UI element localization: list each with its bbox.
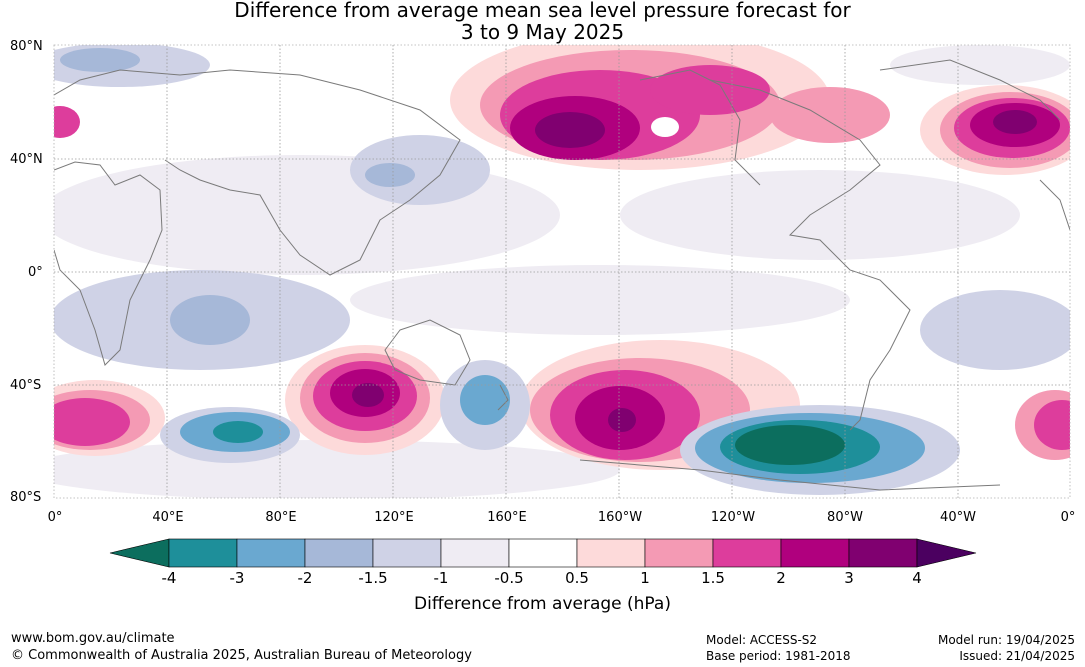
- colorbar-tick: -0.5: [494, 569, 524, 587]
- colorbar-title: Difference from average (hPa): [414, 594, 671, 614]
- graticule: [54, 45, 1070, 498]
- footer-model-info: Model: ACCESS-S2 Base period: 1981-2018: [706, 632, 851, 664]
- lat-label-40n: 40°N: [10, 152, 43, 167]
- lon-label-80e: 80°E: [265, 510, 297, 525]
- pressure-field: [54, 45, 1070, 498]
- lon-label-80w: 80°W: [827, 510, 863, 525]
- colorbar-tick: 0.5: [565, 569, 589, 587]
- lon-label-0: 0°: [47, 510, 63, 525]
- colorbar-tick: 1: [640, 569, 650, 587]
- lon-label-120e: 120°E: [374, 510, 414, 525]
- footer-model: Model: ACCESS-S2: [706, 633, 818, 647]
- colorbar-tick: 1.5: [701, 569, 725, 587]
- map-title-line-1: Difference from average mean sea level p…: [234, 0, 851, 22]
- footer-dates: Model run: 19/04/2025 Issued: 21/04/2025: [938, 632, 1075, 664]
- coastline-icon: [54, 59, 1070, 491]
- lat-label-40s: 40°S: [10, 378, 42, 393]
- colorbar-tick: 4: [912, 569, 922, 587]
- lat-label-80s: 80°S: [10, 490, 42, 505]
- colorbar-tick: -4: [161, 569, 177, 587]
- map-title-line-2: 3 to 9 May 2025: [460, 20, 625, 44]
- footer-base-period: Base period: 1981-2018: [706, 649, 851, 663]
- lon-label-160w: 160°W: [597, 510, 643, 525]
- lat-label-0: 0°: [28, 265, 43, 280]
- lon-label-40e: 40°E: [152, 510, 184, 525]
- lon-label-0-end: 0°: [1060, 510, 1076, 525]
- footer-issued: Issued: 21/04/2025: [959, 649, 1075, 663]
- footer-url[interactable]: www.bom.gov.au/climate: [11, 631, 175, 646]
- colorbar-tick: 3: [844, 569, 854, 587]
- colorbar-tick: -3: [229, 569, 245, 587]
- colorbar-tick: -1: [433, 569, 449, 587]
- lat-label-80n: 80°N: [10, 39, 43, 54]
- footer-copyright: © Commonwealth of Australia 2025, Austra…: [11, 648, 472, 663]
- colorbar: [109, 538, 977, 568]
- lon-label-40w: 40°W: [940, 510, 976, 525]
- footer-model-run: Model run: 19/04/2025: [937, 633, 1075, 647]
- colorbar-tick: -2: [297, 569, 313, 587]
- colorbar-tick: 2: [776, 569, 786, 587]
- lon-label-160e: 160°E: [487, 510, 527, 525]
- footer-left: www.bom.gov.au/climate © Commonwealth of…: [11, 630, 472, 664]
- lon-label-120w: 120°W: [710, 510, 756, 525]
- colorbar-tick: -1.5: [358, 569, 388, 587]
